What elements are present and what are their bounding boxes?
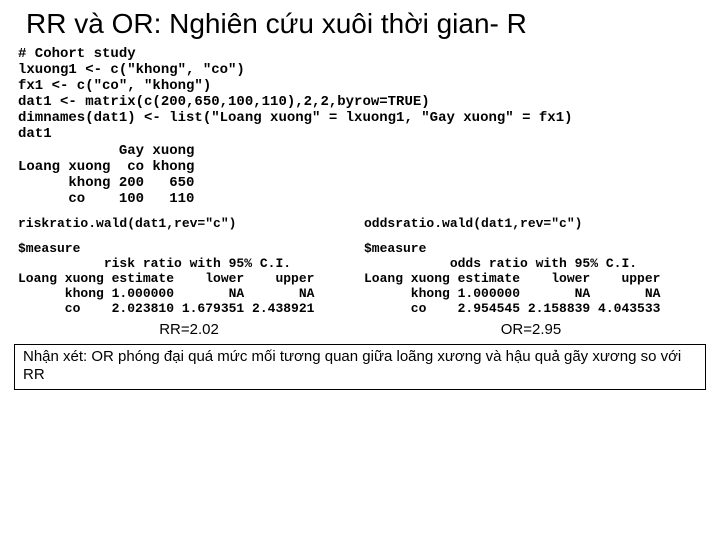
- two-column-row-cmd: riskratio.wald(dat1,rev="c") oddsratio.w…: [0, 217, 720, 232]
- summary-row: RR=2.02 OR=2.95: [0, 317, 720, 344]
- slide-title: RR và OR: Nghiên cứu xuôi thời gian- R: [0, 0, 720, 44]
- slide: RR và OR: Nghiên cứu xuôi thời gian- R #…: [0, 0, 720, 540]
- comment-text: Nhận xét: OR phóng đại quá mức mối tương…: [23, 348, 681, 383]
- riskratio-output: $measure risk ratio with 95% C.I. Loang …: [18, 242, 356, 317]
- comment-box: Nhận xét: OR phóng đại quá mức mối tương…: [14, 344, 706, 390]
- spacer: [0, 232, 720, 242]
- oddsratio-cmd: oddsratio.wald(dat1,rev="c"): [364, 217, 702, 232]
- oddsratio-output: $measure odds ratio with 95% C.I. Loang …: [364, 242, 702, 317]
- or-summary: OR=2.95: [360, 321, 702, 338]
- riskratio-cmd: riskratio.wald(dat1,rev="c"): [18, 217, 356, 232]
- two-column-row-out: $measure risk ratio with 95% C.I. Loang …: [0, 242, 720, 317]
- code-main: # Cohort study lxuong1 <- c("khong", "co…: [0, 44, 720, 207]
- rr-summary: RR=2.02: [18, 321, 360, 338]
